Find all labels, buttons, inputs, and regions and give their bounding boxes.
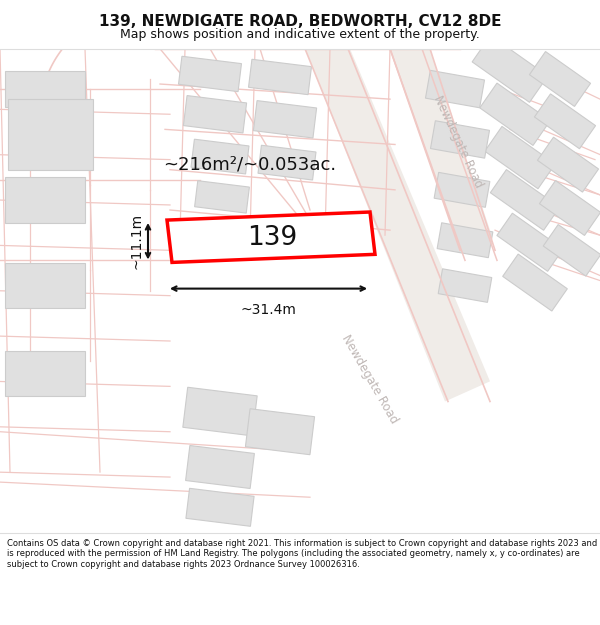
Polygon shape [497,213,563,271]
Polygon shape [184,96,247,133]
Polygon shape [5,263,85,308]
Polygon shape [7,99,92,169]
Polygon shape [430,121,490,158]
Polygon shape [245,409,314,455]
Polygon shape [185,446,254,489]
Polygon shape [253,101,317,138]
Polygon shape [179,56,241,92]
Text: Map shows position and indicative extent of the property.: Map shows position and indicative extent… [120,28,480,41]
Polygon shape [490,169,560,230]
Polygon shape [186,488,254,526]
Polygon shape [191,139,249,174]
Text: 139, NEWDIGATE ROAD, BEDWORTH, CV12 8DE: 139, NEWDIGATE ROAD, BEDWORTH, CV12 8DE [99,14,501,29]
Polygon shape [472,36,548,103]
Polygon shape [485,126,555,189]
Text: 139: 139 [247,225,297,251]
Polygon shape [5,351,85,396]
Polygon shape [425,71,485,108]
Text: Contains OS data © Crown copyright and database right 2021. This information is : Contains OS data © Crown copyright and d… [7,539,598,569]
Text: ~11.1m: ~11.1m [130,213,144,269]
Polygon shape [503,254,568,311]
Text: Newdegate Road: Newdegate Road [339,332,401,426]
Polygon shape [434,173,490,208]
Polygon shape [167,212,375,262]
Polygon shape [194,181,250,213]
Text: ~216m²/~0.053ac.: ~216m²/~0.053ac. [163,156,337,174]
Polygon shape [529,51,590,106]
Polygon shape [437,222,493,258]
Polygon shape [5,177,85,222]
Polygon shape [535,94,596,149]
Polygon shape [480,83,550,146]
Polygon shape [543,224,600,276]
Polygon shape [248,59,311,94]
Polygon shape [539,181,600,236]
Polygon shape [538,138,599,192]
Text: Newdegate Road: Newdegate Road [431,93,485,190]
Text: ~31.4m: ~31.4m [241,302,296,317]
Polygon shape [305,49,490,401]
Polygon shape [183,388,257,436]
Polygon shape [390,49,490,250]
Polygon shape [5,71,85,107]
Polygon shape [438,269,492,302]
Polygon shape [258,145,316,180]
